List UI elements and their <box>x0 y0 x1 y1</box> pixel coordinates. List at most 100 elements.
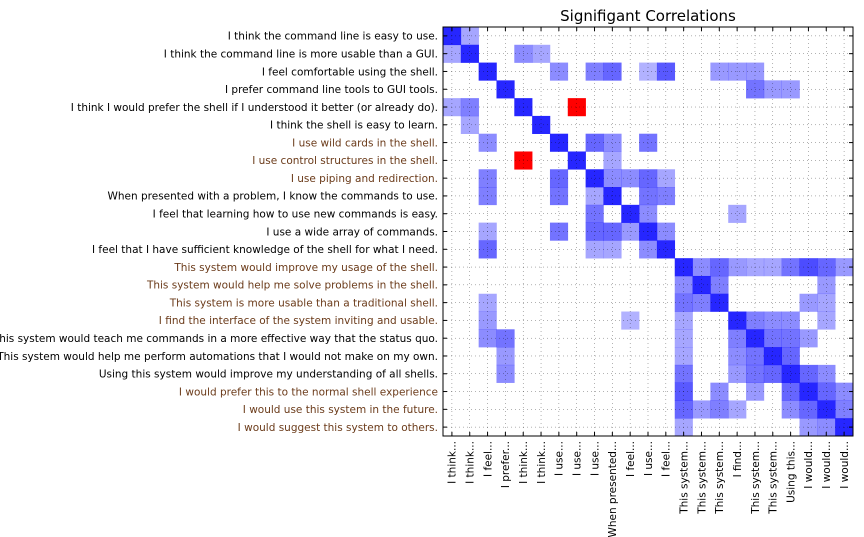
heatmap-cell <box>585 133 604 152</box>
row-label: I would suggest this system to others. <box>238 422 438 434</box>
heatmap-cell <box>496 329 515 348</box>
column-label: I think... <box>536 441 548 484</box>
row-label: I find the interface of the system invit… <box>159 315 438 327</box>
row-label: Using this system would improve my under… <box>99 369 438 381</box>
column-label: When presented... <box>607 441 619 537</box>
column-labels: I think... I think... I feel... I prefer...… <box>447 441 851 537</box>
heatmap-cell <box>781 400 800 419</box>
heatmap-cell <box>567 151 586 170</box>
heatmap-cell <box>603 169 622 188</box>
heatmap-cell <box>621 204 640 223</box>
row-label: This system would help me perform automa… <box>0 351 438 363</box>
heatmap-cell <box>781 329 800 348</box>
heatmap-cell <box>496 347 515 366</box>
heatmap-cell <box>799 400 818 419</box>
heatmap-cell <box>460 27 479 46</box>
column-label: I think... <box>447 441 459 484</box>
heatmap-cell <box>585 204 604 223</box>
heatmap-cell <box>603 187 622 206</box>
column-label: I would... <box>839 441 851 489</box>
column-label: I use... <box>572 441 584 476</box>
column-label: I feel... <box>661 441 673 477</box>
heatmap-cell <box>639 133 658 152</box>
heatmap-cell <box>835 400 854 419</box>
column-label: I feel... <box>482 441 494 477</box>
row-label: I think I would prefer the shell if I un… <box>71 102 438 114</box>
heatmap-cell <box>603 151 622 170</box>
axis-ticks <box>443 27 853 436</box>
heatmap-cell <box>799 364 818 383</box>
row-label: I feel comfortable using the shell. <box>262 66 438 78</box>
heatmap-cell <box>817 364 836 383</box>
row-label: I prefer command line tools to GUI tools… <box>225 84 438 96</box>
column-label: I think... <box>518 441 530 484</box>
row-label: When presented with a problem, I know th… <box>108 191 438 203</box>
heatmap-cell <box>763 80 782 99</box>
heatmap-cell <box>639 169 658 188</box>
heatmap-cell <box>781 311 800 330</box>
heatmap-cell <box>781 347 800 366</box>
row-label: I use piping and redirection. <box>291 173 438 185</box>
heatmap-cell <box>728 204 747 223</box>
heatmap-cell <box>728 311 747 330</box>
heatmap-cell <box>532 44 551 63</box>
chart-title: Signifigant Correlations <box>560 7 736 25</box>
row-label: This system is more usable than a tradit… <box>169 297 438 309</box>
column-label: Using this... <box>785 441 797 503</box>
heatmap-cell <box>763 364 782 383</box>
heatmap-cell <box>656 240 676 259</box>
heatmap-cell <box>532 115 551 134</box>
row-label: This system would improve my usage of th… <box>173 262 438 274</box>
column-label: I would... <box>821 441 833 489</box>
heatmap-cell <box>621 311 640 330</box>
heatmap-cell <box>781 364 800 383</box>
heatmap-cell <box>585 240 604 259</box>
heatmap-cell <box>603 133 622 152</box>
heatmap-cell <box>799 329 818 348</box>
heatmap-cell <box>639 240 658 259</box>
row-label: I think the command line is more usable … <box>164 48 438 60</box>
row-label: I would prefer this to the normal shell … <box>179 386 438 398</box>
heatmap-cell <box>692 275 711 295</box>
heatmap-cell <box>692 400 711 419</box>
heatmap-cell <box>763 329 782 348</box>
heatmap-cell <box>728 329 747 348</box>
heatmap-cell <box>656 187 676 206</box>
heatmap-cell <box>460 115 479 134</box>
row-label: I use a wide array of commands. <box>266 226 438 238</box>
column-label: This system... <box>768 441 780 515</box>
heatmap-cell <box>639 204 658 223</box>
heatmap-cell <box>817 293 836 312</box>
column-label: I use... <box>554 441 566 476</box>
heatmap-cell <box>799 293 818 312</box>
column-label: I prefer... <box>500 441 512 488</box>
column-label: I use... <box>643 441 655 476</box>
heatmap-cell <box>656 169 676 188</box>
heatmap-cell <box>728 347 747 366</box>
heatmap-cell <box>603 240 622 259</box>
heatmap-cell <box>781 80 800 99</box>
heatmap-cells <box>443 27 854 437</box>
column-label: This system... <box>750 441 762 515</box>
heatmap-cell <box>496 80 515 99</box>
row-label: This system would teach me commands in a… <box>0 333 438 345</box>
row-label: I use control structures in the shell. <box>252 155 438 167</box>
heatmap-cell <box>728 400 747 419</box>
grid-lines <box>443 27 853 436</box>
heatmap-cell <box>728 364 747 383</box>
heatmap-cell <box>763 311 782 330</box>
column-label: I think... <box>465 441 477 484</box>
row-label: I would use this system in the future. <box>243 404 438 416</box>
row-label: I feel that learning how to use new comm… <box>153 209 438 221</box>
column-label: I feel... <box>625 441 637 477</box>
heatmap-cell <box>817 311 836 330</box>
heatmap-cell <box>817 275 836 295</box>
row-labels: I think the command line is easy to use.… <box>0 31 438 434</box>
heatmap-cell <box>692 293 711 312</box>
column-label: This system... <box>678 441 690 515</box>
row-label: This system would help me solve problems… <box>146 280 438 292</box>
heatmap-cell <box>443 27 462 46</box>
row-label: I think the command line is easy to use. <box>228 31 438 43</box>
column-label: I use... <box>589 441 601 476</box>
